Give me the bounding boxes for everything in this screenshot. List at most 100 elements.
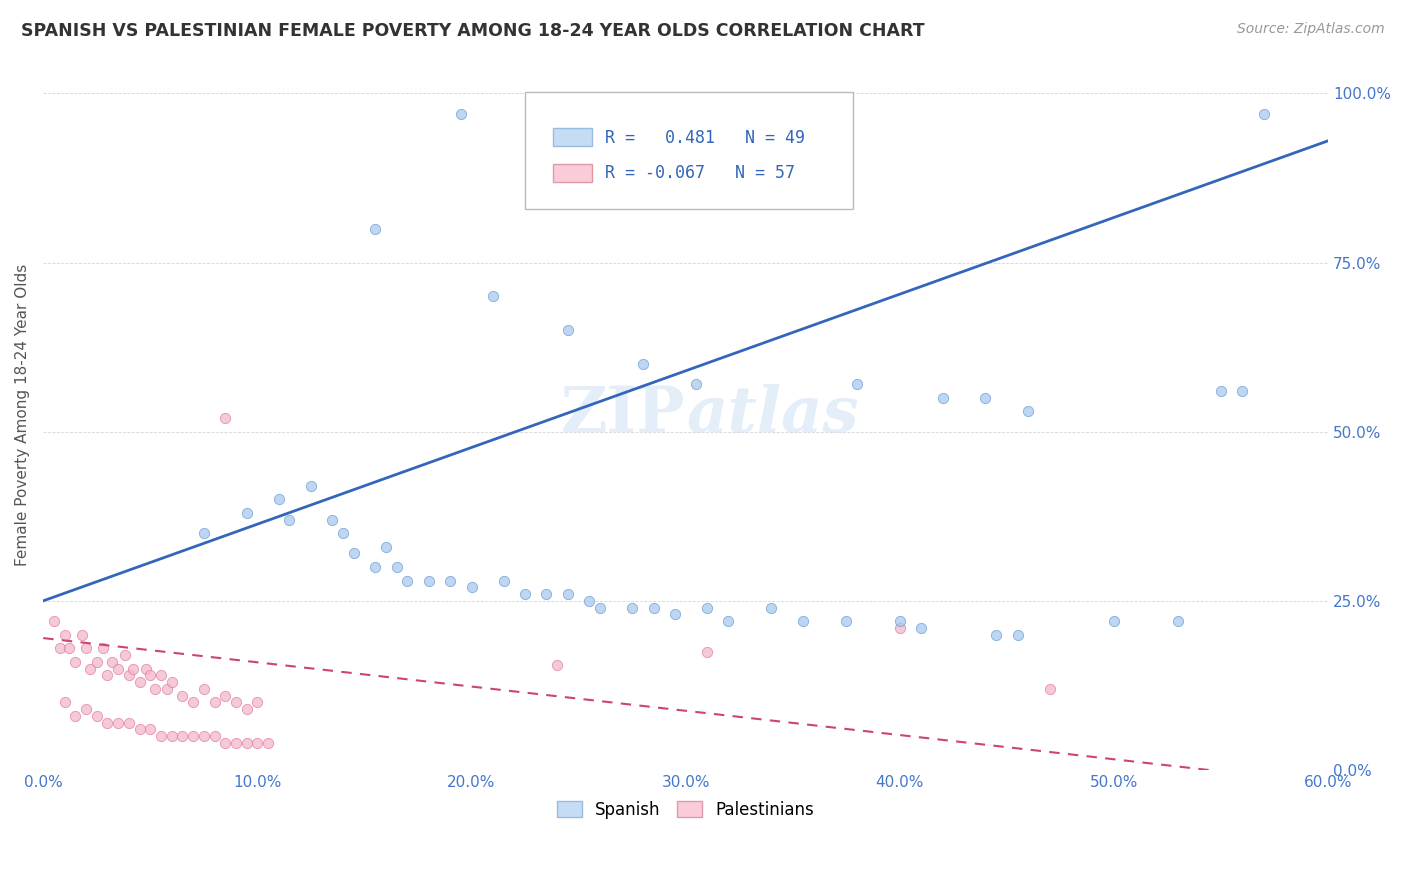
Point: [79, 661, 101, 675]
Text: Source: ZipAtlas.com: Source: ZipAtlas.com: [1237, 22, 1385, 37]
Point: [75, 641, 97, 656]
Point: [1253, 106, 1275, 120]
Point: [122, 661, 145, 675]
Point: [204, 695, 226, 709]
Point: [557, 587, 579, 601]
Point: [761, 600, 783, 615]
Point: [160, 675, 183, 690]
Point: [204, 729, 226, 743]
Point: [225, 736, 247, 750]
Point: [278, 513, 301, 527]
Point: [172, 689, 194, 703]
Point: [246, 736, 269, 750]
Point: [1253, 776, 1275, 790]
Point: [58, 641, 80, 656]
Point: [1017, 404, 1039, 418]
Point: [96, 668, 118, 682]
Point: [181, 729, 204, 743]
Text: R =   0.481   N = 49: R = 0.481 N = 49: [605, 128, 804, 147]
Point: [343, 547, 366, 561]
Point: [235, 736, 257, 750]
Text: ZIP: ZIP: [561, 384, 686, 445]
Point: [299, 479, 322, 493]
Point: [546, 658, 568, 673]
Point: [156, 681, 179, 696]
Point: [557, 106, 579, 120]
Point: [450, 106, 472, 120]
Point: [96, 715, 118, 730]
Point: [53, 695, 76, 709]
Point: [696, 600, 718, 615]
Point: [114, 648, 136, 662]
Point: [193, 526, 215, 541]
Point: [128, 723, 150, 737]
Point: [75, 702, 97, 716]
Point: [118, 668, 141, 682]
Point: [267, 492, 290, 507]
Point: [439, 574, 461, 588]
Point: [364, 560, 387, 574]
Point: [149, 668, 172, 682]
Point: [385, 560, 408, 574]
Point: [65, 709, 87, 723]
Point: [91, 641, 114, 656]
Point: [685, 377, 707, 392]
Point: [513, 587, 536, 601]
Point: [664, 607, 686, 622]
Point: [149, 729, 172, 743]
Point: [1167, 614, 1189, 628]
Point: [364, 221, 387, 235]
Point: [118, 715, 141, 730]
Point: [631, 357, 654, 371]
Point: [86, 655, 108, 669]
Point: [889, 614, 911, 628]
Point: [193, 681, 215, 696]
Point: [143, 681, 166, 696]
Point: [1232, 384, 1254, 398]
Point: [332, 526, 354, 541]
Point: [225, 695, 247, 709]
Point: [214, 411, 236, 425]
Point: [214, 736, 236, 750]
Point: [986, 628, 1008, 642]
Point: [214, 689, 236, 703]
Point: [1102, 614, 1125, 628]
Point: [889, 621, 911, 635]
Text: R = -0.067   N = 57: R = -0.067 N = 57: [605, 164, 794, 182]
Point: [321, 513, 343, 527]
Point: [135, 661, 157, 675]
FancyBboxPatch shape: [554, 163, 592, 182]
Point: [70, 628, 93, 642]
Point: [139, 723, 162, 737]
Point: [257, 736, 280, 750]
Point: [557, 323, 579, 337]
Point: [246, 695, 269, 709]
Legend: Spanish, Palestinians: Spanish, Palestinians: [550, 794, 821, 826]
Point: [160, 729, 183, 743]
Point: [1007, 628, 1029, 642]
Point: [643, 600, 665, 615]
Text: atlas: atlas: [686, 384, 858, 445]
Point: [107, 715, 129, 730]
Point: [1209, 384, 1232, 398]
Point: [65, 655, 87, 669]
Point: [86, 709, 108, 723]
Text: SPANISH VS PALESTINIAN FEMALE POVERTY AMONG 18-24 YEAR OLDS CORRELATION CHART: SPANISH VS PALESTINIAN FEMALE POVERTY AM…: [21, 22, 925, 40]
Point: [193, 729, 215, 743]
FancyBboxPatch shape: [554, 128, 592, 146]
Point: [139, 668, 162, 682]
Point: [181, 695, 204, 709]
Point: [696, 644, 718, 658]
Point: [536, 587, 558, 601]
Point: [910, 621, 932, 635]
Point: [235, 702, 257, 716]
Point: [100, 655, 122, 669]
Point: [396, 574, 419, 588]
Point: [835, 614, 858, 628]
Point: [49, 641, 72, 656]
Point: [460, 580, 482, 594]
Point: [482, 289, 505, 303]
Point: [846, 377, 869, 392]
Point: [621, 600, 644, 615]
Point: [53, 628, 76, 642]
